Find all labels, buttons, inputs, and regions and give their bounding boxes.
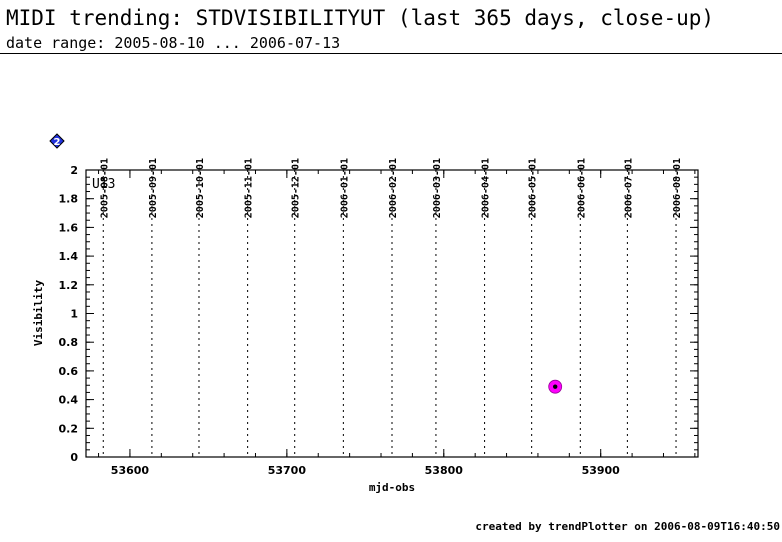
- y-tick-label: 2: [70, 164, 78, 177]
- y-tick-label: 1.6: [59, 221, 79, 234]
- y-tick-label: 0.8: [59, 336, 79, 349]
- month-label: 2006-07-01: [623, 158, 634, 218]
- legend-marker-label: 2: [54, 137, 61, 148]
- x-axis-label: mjd-obs: [369, 481, 415, 494]
- x-axis: 53600 53700 53800 53900: [98, 170, 696, 477]
- y-tick-label: 1.2: [59, 279, 79, 292]
- month-label: 2005-11-01: [244, 158, 255, 218]
- x-tick-label: 53900: [582, 464, 621, 477]
- data-points: [548, 379, 563, 394]
- y-tick-label: 1.8: [59, 193, 79, 206]
- header-divider: [0, 53, 782, 54]
- page-title: MIDI trending: STDVISIBILITYUT (last 365…: [6, 6, 715, 30]
- created-by-footer: created by trendPlotter on 2006-08-09T16…: [475, 520, 780, 533]
- legend: 2: [49, 133, 65, 149]
- month-label: 2006-05-01: [528, 158, 539, 218]
- y-tick-label: 0.2: [59, 422, 79, 435]
- date-range-subtitle: date range: 2005-08-10 ... 2006-07-13: [6, 34, 341, 52]
- y-tick-label: 0: [70, 451, 78, 464]
- y-tick-label: 1: [70, 308, 78, 321]
- month-label: 2006-06-01: [576, 158, 587, 218]
- data-point-center: [553, 384, 558, 389]
- month-label: 2005-09-01: [148, 158, 159, 218]
- month-label: 2006-03-01: [432, 158, 443, 218]
- month-label: 2005-10-01: [195, 158, 206, 218]
- legend-marker-icon: [49, 133, 65, 149]
- y-tick-label: 1.4: [59, 250, 79, 263]
- panel-label: U13: [92, 177, 115, 192]
- month-label: 2005-08-01: [99, 158, 110, 218]
- y-axis: 0 0.2 0.4 0.6 0.8 1 1.2 1.4 1.6 1.8 2: [59, 164, 698, 464]
- month-label: 2006-04-01: [481, 158, 492, 218]
- month-labels: 2005-08-01 2005-09-01 2005-10-01 2005-11-01…: [99, 158, 683, 218]
- y-axis-label: Visibility: [32, 280, 45, 347]
- y-tick-label: 0.6: [59, 365, 79, 378]
- x-tick-label: 53800: [425, 464, 464, 477]
- month-label: 2006-01-01: [339, 158, 350, 218]
- x-tick-label: 53700: [268, 464, 307, 477]
- month-label: 2006-08-01: [672, 158, 683, 218]
- month-label: 2006-02-01: [388, 158, 399, 218]
- x-tick-label: 53600: [111, 464, 150, 477]
- month-label: 2005-12-01: [291, 158, 302, 218]
- y-tick-label: 0.4: [59, 394, 79, 407]
